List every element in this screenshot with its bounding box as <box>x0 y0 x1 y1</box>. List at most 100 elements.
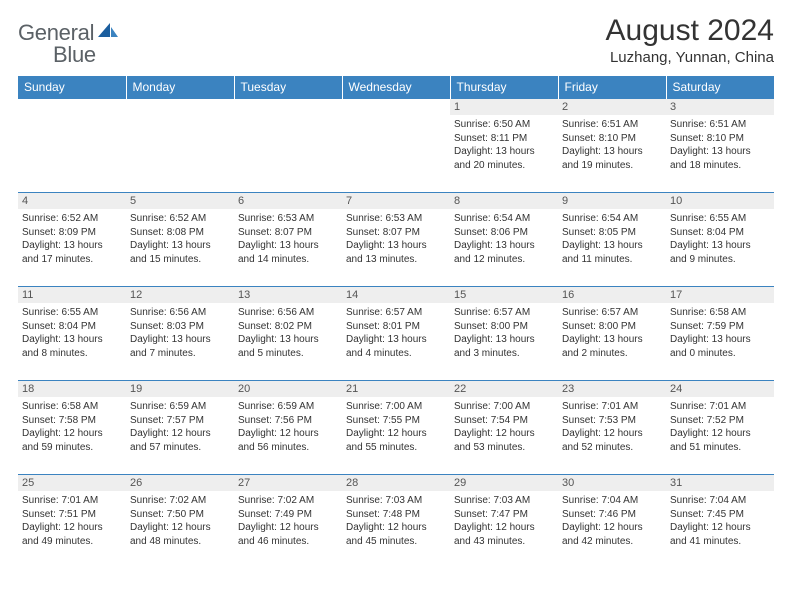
daylight-line: and 11 minutes. <box>562 253 662 267</box>
sunrise-line: Sunrise: 7:04 AM <box>670 494 770 508</box>
day-cell: 7Sunrise: 6:53 AMSunset: 8:07 PMDaylight… <box>342 193 450 287</box>
sunrise-line: Sunrise: 7:03 AM <box>346 494 446 508</box>
sunset-line: Sunset: 8:10 PM <box>562 132 662 146</box>
sunset-line: Sunset: 7:45 PM <box>670 508 770 522</box>
daylight-line: and 57 minutes. <box>130 441 230 455</box>
sunrise-line: Sunrise: 6:57 AM <box>562 306 662 320</box>
daylight-line: Daylight: 13 hours <box>670 239 770 253</box>
day-cell: 30Sunrise: 7:04 AMSunset: 7:46 PMDayligh… <box>558 475 666 569</box>
sunset-line: Sunset: 8:07 PM <box>238 226 338 240</box>
sunrise-line: Sunrise: 7:02 AM <box>238 494 338 508</box>
daylight-line: and 14 minutes. <box>238 253 338 267</box>
sunset-line: Sunset: 8:05 PM <box>562 226 662 240</box>
calendar-table: Sunday Monday Tuesday Wednesday Thursday… <box>18 76 774 569</box>
day-number: 1 <box>450 99 558 115</box>
daylight-line: and 20 minutes. <box>454 159 554 173</box>
daylight-line: and 55 minutes. <box>346 441 446 455</box>
day-number: 3 <box>666 99 774 115</box>
sunrise-line: Sunrise: 7:00 AM <box>346 400 446 414</box>
sunrise-line: Sunrise: 7:02 AM <box>130 494 230 508</box>
day-number: 29 <box>450 475 558 491</box>
daylight-line: and 45 minutes. <box>346 535 446 549</box>
sunset-line: Sunset: 8:02 PM <box>238 320 338 334</box>
sunrise-line: Sunrise: 7:03 AM <box>454 494 554 508</box>
sunrise-line: Sunrise: 6:57 AM <box>454 306 554 320</box>
sunrise-line: Sunrise: 6:59 AM <box>130 400 230 414</box>
daylight-line: and 51 minutes. <box>670 441 770 455</box>
day-number: 20 <box>234 381 342 397</box>
sunset-line: Sunset: 7:52 PM <box>670 414 770 428</box>
sunrise-line: Sunrise: 6:57 AM <box>346 306 446 320</box>
daylight-line: Daylight: 12 hours <box>22 521 122 535</box>
week-row: 25Sunrise: 7:01 AMSunset: 7:51 PMDayligh… <box>18 475 774 569</box>
daylight-line: Daylight: 13 hours <box>346 333 446 347</box>
dow-saturday: Saturday <box>666 76 774 99</box>
day-number: 18 <box>18 381 126 397</box>
day-number: 15 <box>450 287 558 303</box>
day-cell <box>126 99 234 193</box>
daylight-line: and 0 minutes. <box>670 347 770 361</box>
sunrise-line: Sunrise: 6:51 AM <box>670 118 770 132</box>
daylight-line: and 7 minutes. <box>130 347 230 361</box>
brand-logo: General Blue <box>18 20 120 46</box>
day-cell: 16Sunrise: 6:57 AMSunset: 8:00 PMDayligh… <box>558 287 666 381</box>
day-number: 30 <box>558 475 666 491</box>
week-row: 1Sunrise: 6:50 AMSunset: 8:11 PMDaylight… <box>18 99 774 193</box>
sail-icon <box>96 21 120 46</box>
daylight-line: and 46 minutes. <box>238 535 338 549</box>
title-block: August 2024 Luzhang, Yunnan, China <box>606 14 774 66</box>
day-number: 17 <box>666 287 774 303</box>
day-cell: 14Sunrise: 6:57 AMSunset: 8:01 PMDayligh… <box>342 287 450 381</box>
day-number: 28 <box>342 475 450 491</box>
daylight-line: and 42 minutes. <box>562 535 662 549</box>
sunset-line: Sunset: 8:01 PM <box>346 320 446 334</box>
daylight-line: Daylight: 12 hours <box>670 521 770 535</box>
day-cell: 9Sunrise: 6:54 AMSunset: 8:05 PMDaylight… <box>558 193 666 287</box>
daylight-line: and 13 minutes. <box>346 253 446 267</box>
daylight-line: Daylight: 13 hours <box>346 239 446 253</box>
day-cell: 10Sunrise: 6:55 AMSunset: 8:04 PMDayligh… <box>666 193 774 287</box>
sunset-line: Sunset: 8:04 PM <box>670 226 770 240</box>
sunrise-line: Sunrise: 7:00 AM <box>454 400 554 414</box>
daylight-line: and 18 minutes. <box>670 159 770 173</box>
sunrise-line: Sunrise: 6:50 AM <box>454 118 554 132</box>
sunrise-line: Sunrise: 6:58 AM <box>22 400 122 414</box>
sunset-line: Sunset: 7:53 PM <box>562 414 662 428</box>
sunrise-line: Sunrise: 6:53 AM <box>346 212 446 226</box>
daylight-line: Daylight: 13 hours <box>454 145 554 159</box>
week-row: 4Sunrise: 6:52 AMSunset: 8:09 PMDaylight… <box>18 193 774 287</box>
sunset-line: Sunset: 7:48 PM <box>346 508 446 522</box>
sunrise-line: Sunrise: 6:53 AM <box>238 212 338 226</box>
daylight-line: Daylight: 12 hours <box>454 521 554 535</box>
day-number: 25 <box>18 475 126 491</box>
daylight-line: and 2 minutes. <box>562 347 662 361</box>
sunset-line: Sunset: 8:04 PM <box>22 320 122 334</box>
sunset-line: Sunset: 8:00 PM <box>562 320 662 334</box>
dow-thursday: Thursday <box>450 76 558 99</box>
day-cell: 17Sunrise: 6:58 AMSunset: 7:59 PMDayligh… <box>666 287 774 381</box>
sunset-line: Sunset: 7:47 PM <box>454 508 554 522</box>
dow-wednesday: Wednesday <box>342 76 450 99</box>
day-number: 10 <box>666 193 774 209</box>
sunrise-line: Sunrise: 7:01 AM <box>670 400 770 414</box>
daylight-line: Daylight: 12 hours <box>562 427 662 441</box>
daylight-line: Daylight: 12 hours <box>346 521 446 535</box>
day-cell: 18Sunrise: 6:58 AMSunset: 7:58 PMDayligh… <box>18 381 126 475</box>
day-cell: 27Sunrise: 7:02 AMSunset: 7:49 PMDayligh… <box>234 475 342 569</box>
daylight-line: Daylight: 13 hours <box>562 145 662 159</box>
daylight-line: and 49 minutes. <box>22 535 122 549</box>
sunset-line: Sunset: 7:46 PM <box>562 508 662 522</box>
day-number: 2 <box>558 99 666 115</box>
sunset-line: Sunset: 7:51 PM <box>22 508 122 522</box>
sunset-line: Sunset: 8:11 PM <box>454 132 554 146</box>
sunrise-line: Sunrise: 6:54 AM <box>562 212 662 226</box>
sunset-line: Sunset: 8:09 PM <box>22 226 122 240</box>
month-title: August 2024 <box>606 14 774 48</box>
dow-sunday: Sunday <box>18 76 126 99</box>
day-number: 7 <box>342 193 450 209</box>
day-number: 27 <box>234 475 342 491</box>
daylight-line: Daylight: 12 hours <box>130 427 230 441</box>
day-number: 4 <box>18 193 126 209</box>
sunrise-line: Sunrise: 6:56 AM <box>130 306 230 320</box>
brand-name-b: Blue <box>53 42 96 68</box>
